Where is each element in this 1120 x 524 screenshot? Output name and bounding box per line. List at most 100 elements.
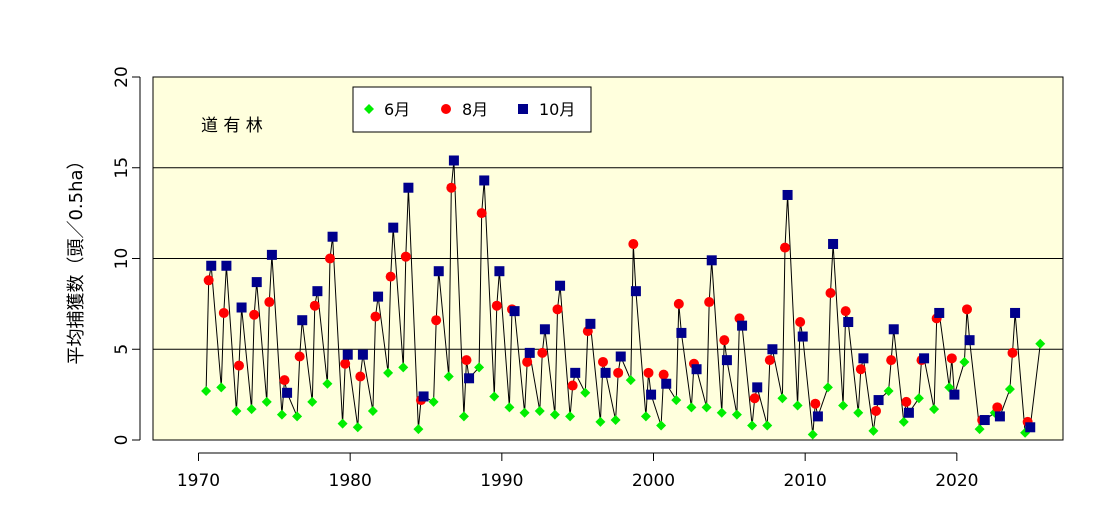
marker-aug-1971 — [218, 307, 229, 318]
marker-aug-2006 — [749, 393, 760, 404]
marker-aug-1994 — [567, 380, 578, 391]
marker-oct-2010 — [812, 411, 823, 422]
legend-box — [352, 86, 592, 133]
marker-jun-1980 — [352, 422, 363, 433]
marker-oct-2018 — [934, 307, 945, 318]
y-tick-label-20: 20 — [112, 66, 132, 88]
marker-jun-1974 — [261, 396, 272, 407]
marker-oct-2004 — [721, 355, 732, 366]
marker-oct-2022 — [994, 411, 1005, 422]
marker-oct-2006 — [752, 382, 763, 393]
marker-jun-1978 — [322, 378, 333, 389]
marker-oct-2002 — [691, 364, 702, 375]
marker-jun-2009 — [792, 400, 803, 411]
marker-aug-1991 — [522, 356, 533, 367]
marker-jun-1971 — [216, 382, 227, 393]
marker-oct-1984 — [418, 391, 429, 402]
marker-aug-2007 — [764, 355, 775, 366]
marker-jun-2001 — [671, 395, 682, 406]
marker-oct-2019 — [949, 389, 960, 400]
marker-aug-2016 — [901, 396, 912, 407]
marker-jun-1970 — [201, 385, 212, 396]
marker-jun-2018 — [929, 404, 940, 415]
marker-oct-2017 — [919, 353, 930, 364]
marker-oct-2021 — [979, 415, 990, 426]
marker-jun-2015 — [883, 385, 894, 396]
marker-aug-2022 — [992, 402, 1003, 413]
marker-oct-1979 — [342, 349, 353, 360]
marker-aug-1980 — [355, 371, 366, 382]
legend-marker-jun — [364, 104, 374, 114]
marker-aug-1981 — [370, 311, 381, 322]
marker-oct-1996 — [600, 367, 611, 378]
marker-jun-1982 — [383, 367, 394, 378]
marker-jun-1977 — [307, 396, 318, 407]
marker-oct-1994 — [570, 367, 581, 378]
marker-jun-1984 — [413, 424, 424, 435]
marker-oct-1974 — [266, 249, 277, 260]
marker-oct-2016 — [903, 407, 914, 418]
marker-aug-1998 — [628, 238, 639, 249]
x-tick-label-2010: 2010 — [784, 471, 827, 491]
marker-jun-1995 — [580, 387, 591, 398]
marker-jun-1983 — [398, 362, 409, 373]
marker-aug-2011 — [825, 287, 836, 298]
marker-aug-1992 — [537, 347, 548, 358]
marker-oct-1982 — [388, 222, 399, 233]
marker-jun-2016 — [898, 416, 909, 427]
y-tick-label-10: 10 — [112, 248, 132, 270]
x-tick-label-1980: 1980 — [329, 471, 372, 491]
grid-layer — [153, 167, 1063, 350]
marker-oct-1997 — [615, 351, 626, 362]
marker-jun-2011 — [822, 382, 833, 393]
marker-oct-2008 — [782, 189, 793, 200]
marker-jun-1997 — [610, 415, 621, 426]
marker-jun-2017 — [913, 393, 924, 404]
marker-jun-2002 — [686, 402, 697, 413]
marker-jun-1979 — [337, 418, 348, 429]
marker-oct-2001 — [676, 327, 687, 338]
marker-jun-2006 — [747, 420, 758, 431]
marker-oct-2003 — [706, 255, 717, 266]
marker-oct-2009 — [797, 331, 808, 342]
marker-jun-1998 — [625, 375, 636, 386]
series-line-layer — [205, 160, 1041, 435]
marker-aug-1988 — [476, 208, 487, 219]
marker-aug-1989 — [491, 300, 502, 311]
marker-aug-2012 — [840, 306, 851, 317]
marker-jun-1992 — [534, 405, 545, 416]
x-tick-label-1970: 1970 — [177, 471, 220, 491]
marker-jun-1975 — [276, 409, 287, 420]
x-tick-label-1990: 1990 — [480, 471, 523, 491]
marker-oct-1973 — [251, 277, 262, 288]
y-tick-label-15: 15 — [112, 157, 132, 179]
marker-aug-1974 — [264, 297, 275, 308]
marker-jun-2023 — [1004, 384, 1015, 395]
marker-oct-1972 — [236, 302, 247, 313]
marker-jun-2005 — [731, 409, 742, 420]
marker-aug-1986 — [446, 182, 457, 193]
marker-aug-2020 — [961, 304, 972, 315]
y-tick-label-0: 0 — [112, 435, 132, 446]
marker-aug-2023 — [1007, 347, 1018, 358]
marker-oct-1989 — [494, 266, 505, 277]
marker-oct-2012 — [843, 317, 854, 328]
marker-aug-1979 — [340, 358, 351, 369]
marker-aug-2010 — [810, 398, 821, 409]
marker-oct-1980 — [357, 349, 368, 360]
marker-oct-1975 — [282, 387, 293, 398]
marker-oct-2013 — [858, 353, 869, 364]
marker-aug-1985 — [431, 315, 442, 326]
marker-jun-1993 — [549, 409, 560, 420]
marker-oct-1990 — [509, 306, 520, 317]
marker-jun-2008 — [777, 393, 788, 404]
marker-jun-2025 — [1035, 338, 1046, 349]
series-connecting-line — [205, 160, 1041, 435]
marker-aug-1993 — [552, 304, 563, 315]
marker-oct-2014 — [873, 395, 884, 406]
plot-frame — [152, 76, 1064, 441]
marker-aug-2015 — [886, 355, 897, 366]
marker-aug-1977 — [309, 300, 320, 311]
marker-oct-1978 — [327, 231, 338, 242]
marker-jun-1985 — [428, 396, 439, 407]
